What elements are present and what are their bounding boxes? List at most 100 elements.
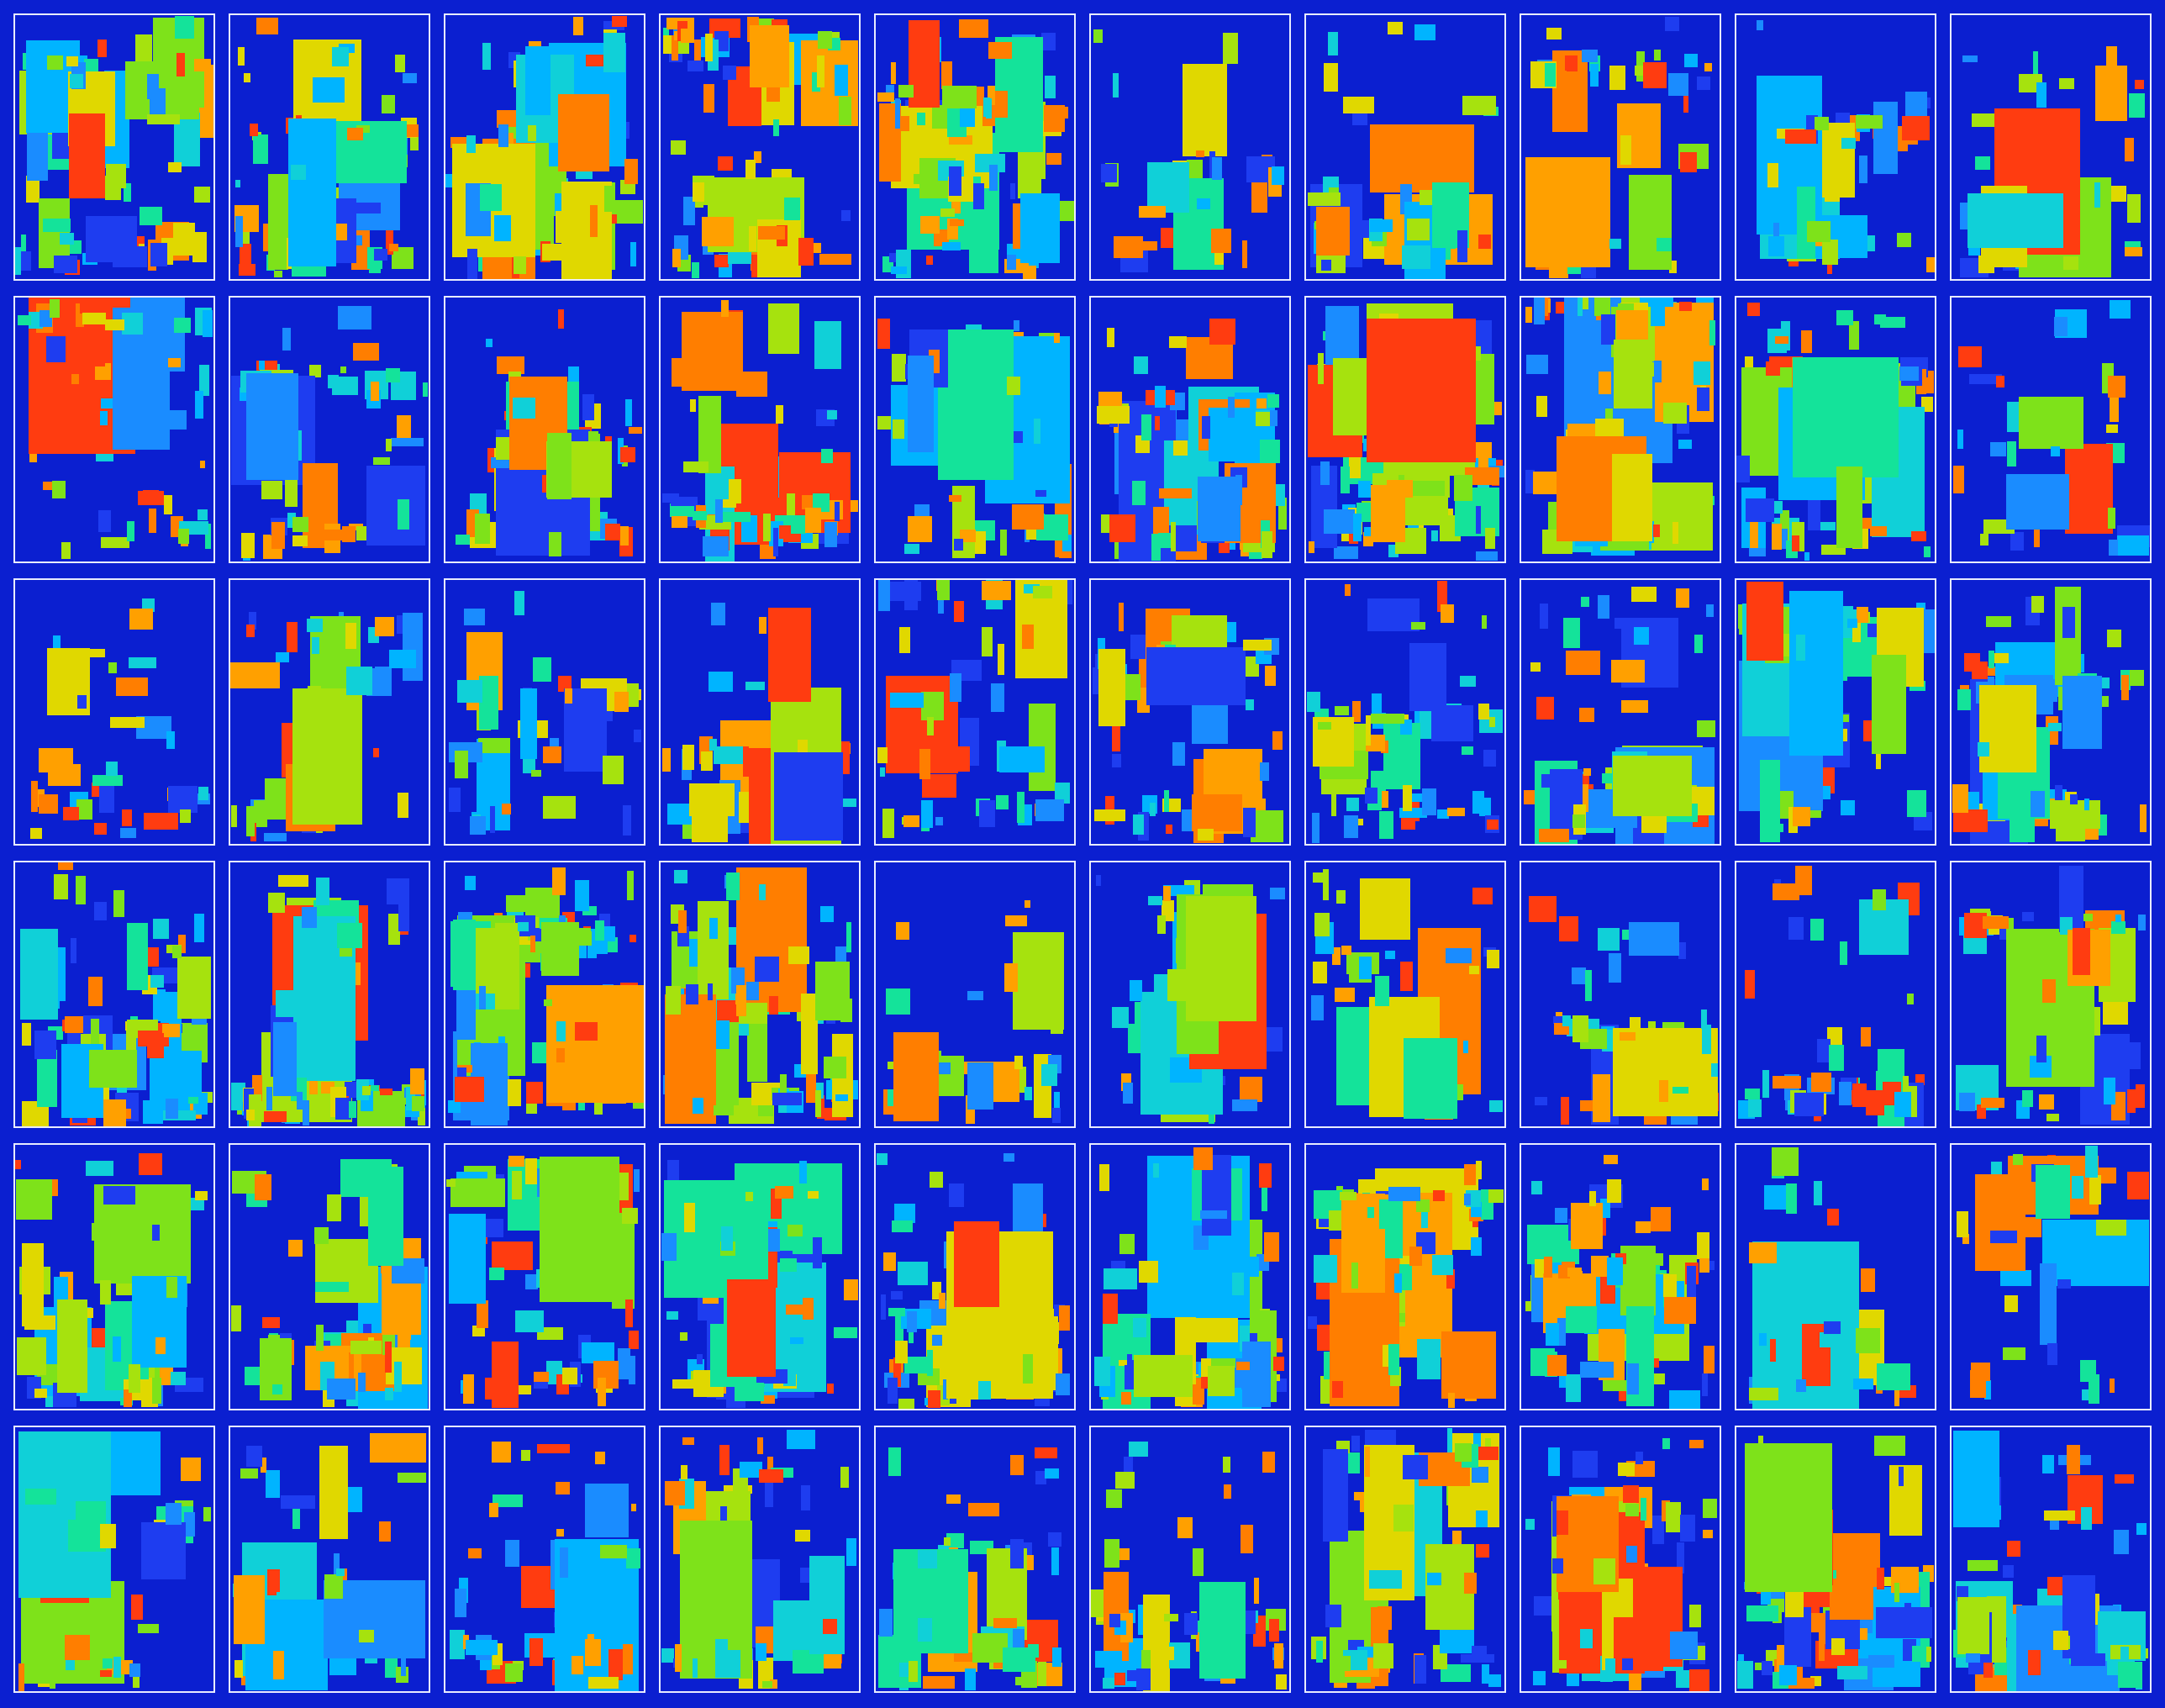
layout-block — [2089, 1174, 2102, 1205]
layout-block — [504, 1079, 521, 1107]
layout-panel — [1735, 1426, 1936, 1693]
layout-block — [1875, 744, 1882, 769]
layout-block — [1375, 975, 1389, 1006]
layout-block — [489, 806, 496, 834]
layout-block — [931, 1334, 942, 1347]
layout-block — [698, 900, 730, 1000]
layout-block — [703, 536, 729, 556]
layout-block — [755, 1642, 767, 1661]
layout-block — [315, 1282, 350, 1292]
layout-block — [488, 1268, 504, 1281]
layout-block — [149, 87, 166, 115]
layout-block — [720, 299, 729, 318]
layout-block — [1469, 965, 1480, 975]
layout-block — [2109, 394, 2120, 423]
layout-block — [1796, 1379, 1807, 1393]
layout-block — [1609, 238, 1621, 249]
layout-block — [397, 414, 411, 442]
layout-block — [669, 503, 695, 517]
layout-block — [326, 1378, 356, 1400]
layout-block — [572, 17, 584, 36]
layout-block — [1774, 336, 1788, 344]
layout-block — [1259, 1163, 1272, 1189]
layout-block — [939, 746, 971, 772]
layout-panel — [1089, 1143, 1291, 1410]
layout-block — [2130, 669, 2144, 687]
layout-panel — [874, 578, 1076, 846]
layout-block — [623, 805, 631, 836]
layout-block — [286, 622, 298, 652]
layout-block — [103, 1658, 113, 1668]
layout-block — [817, 31, 833, 49]
layout-block — [1122, 1082, 1133, 1104]
layout-block — [843, 1278, 859, 1301]
layout-block — [1370, 484, 1405, 543]
layout-block — [736, 371, 768, 398]
layout-block — [1045, 76, 1056, 99]
layout-block — [1536, 696, 1554, 720]
layout-panel — [1950, 296, 2152, 563]
layout-block — [556, 1021, 566, 1042]
layout-block — [1925, 98, 1931, 109]
layout-block — [1317, 721, 1331, 730]
layout-block — [1612, 756, 1692, 816]
layout-block — [1475, 1161, 1482, 1179]
layout-block — [888, 1447, 902, 1476]
layout-block — [903, 815, 920, 827]
layout-block — [194, 913, 205, 943]
layout-block — [1894, 1388, 1899, 1406]
layout-block — [1545, 1323, 1559, 1347]
layout-block — [763, 514, 771, 542]
layout-block — [1129, 1441, 1148, 1458]
layout-block — [1746, 303, 1761, 316]
layout-block — [524, 45, 551, 115]
layout-panel — [1735, 861, 1936, 1128]
layout-block — [787, 493, 795, 521]
layout-block — [2129, 93, 2146, 119]
layout-block — [1250, 810, 1284, 842]
layout-block — [802, 495, 815, 510]
layout-block — [1771, 1147, 1799, 1176]
layout-block — [1534, 1096, 1547, 1105]
layout-block — [16, 1179, 53, 1220]
layout-block — [1825, 177, 1841, 203]
layout-block — [360, 1102, 369, 1123]
layout-block — [1131, 480, 1146, 505]
layout-block — [814, 961, 850, 1020]
layout-block — [312, 77, 345, 103]
layout-block — [98, 509, 112, 533]
layout-block — [806, 1073, 817, 1103]
layout-block — [282, 327, 291, 351]
layout-block — [165, 1099, 178, 1120]
layout-block — [1561, 1097, 1569, 1125]
layout-block — [988, 41, 1013, 60]
layout-block — [466, 1639, 498, 1655]
layout-block — [630, 241, 636, 266]
layout-block — [804, 507, 821, 534]
layout-block — [158, 409, 187, 430]
layout-block — [345, 667, 373, 695]
layout-block — [1094, 1356, 1110, 1387]
layout-block — [1664, 17, 1680, 32]
layout-block — [1962, 55, 1978, 62]
layout-block — [194, 187, 211, 203]
layout-block — [448, 1213, 487, 1305]
layout-block — [1652, 524, 1661, 537]
layout-block — [949, 166, 961, 197]
layout-block — [1702, 1025, 1712, 1054]
layout-block — [2109, 539, 2119, 556]
layout-block — [91, 1223, 118, 1241]
layout-block — [1788, 807, 1798, 834]
layout-block — [54, 874, 69, 899]
layout-block — [403, 73, 418, 83]
layout-block — [120, 828, 137, 838]
layout-block — [1710, 1062, 1719, 1078]
layout-block — [681, 312, 743, 391]
layout-block — [812, 493, 830, 512]
layout-block — [1211, 229, 1231, 253]
layout-block — [462, 1374, 475, 1404]
layout-block — [1526, 355, 1548, 374]
layout-block — [540, 1156, 619, 1302]
layout-block — [1103, 1294, 1119, 1325]
layout-block — [380, 1088, 392, 1096]
